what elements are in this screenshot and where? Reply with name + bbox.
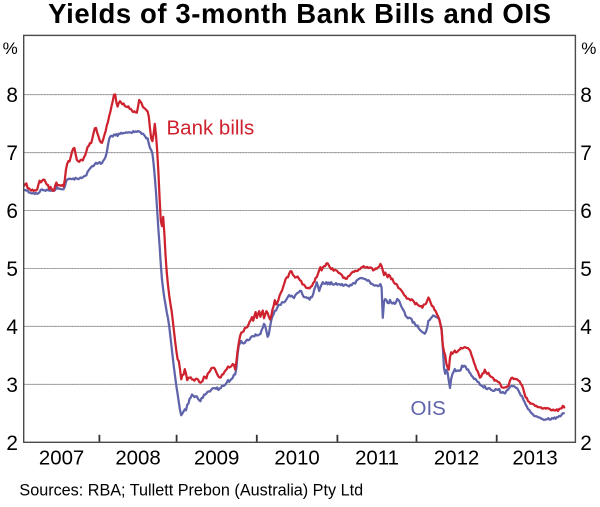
svg-text:6: 6	[580, 200, 592, 223]
svg-text:%: %	[581, 39, 596, 58]
svg-text:2007: 2007	[39, 448, 84, 470]
svg-text:%: %	[3, 39, 18, 58]
svg-text:8: 8	[580, 84, 592, 107]
svg-text:Yields of 3-month Bank Bills a: Yields of 3-month Bank Bills and OIS	[48, 0, 551, 29]
svg-text:6: 6	[6, 200, 18, 223]
svg-text:5: 5	[580, 258, 592, 281]
svg-text:2: 2	[6, 432, 18, 455]
svg-text:4: 4	[6, 316, 18, 339]
svg-text:Bank bills: Bank bills	[167, 117, 255, 140]
svg-text:2008: 2008	[115, 448, 160, 470]
svg-text:OIS: OIS	[411, 397, 446, 420]
svg-text:Sources: RBA; Tullett Prebon (: Sources: RBA; Tullett Prebon (Australia)…	[19, 481, 363, 499]
svg-text:2010: 2010	[274, 448, 319, 470]
svg-text:2012: 2012	[434, 448, 479, 470]
svg-text:3: 3	[6, 374, 18, 397]
svg-text:2011: 2011	[355, 448, 399, 470]
svg-text:3: 3	[580, 374, 592, 397]
svg-text:8: 8	[6, 84, 18, 107]
svg-text:5: 5	[6, 258, 18, 281]
svg-text:2013: 2013	[512, 448, 557, 470]
svg-text:2009: 2009	[194, 448, 239, 470]
svg-text:2: 2	[580, 432, 592, 455]
svg-text:7: 7	[6, 142, 18, 165]
svg-text:4: 4	[580, 316, 592, 339]
svg-text:7: 7	[580, 142, 592, 165]
